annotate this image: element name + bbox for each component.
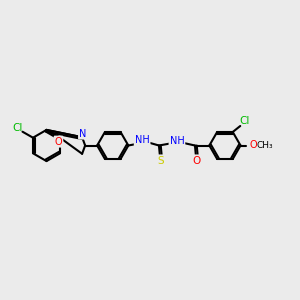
Text: Cl: Cl [13, 123, 23, 133]
Text: CH₃: CH₃ [256, 141, 273, 150]
Text: O: O [55, 136, 62, 147]
Text: O: O [192, 155, 201, 166]
Text: NH: NH [135, 135, 149, 146]
Text: NH: NH [169, 136, 184, 146]
Text: Cl: Cl [240, 116, 250, 126]
Text: S: S [157, 155, 164, 166]
Text: O: O [250, 140, 257, 151]
Text: N: N [79, 129, 86, 139]
